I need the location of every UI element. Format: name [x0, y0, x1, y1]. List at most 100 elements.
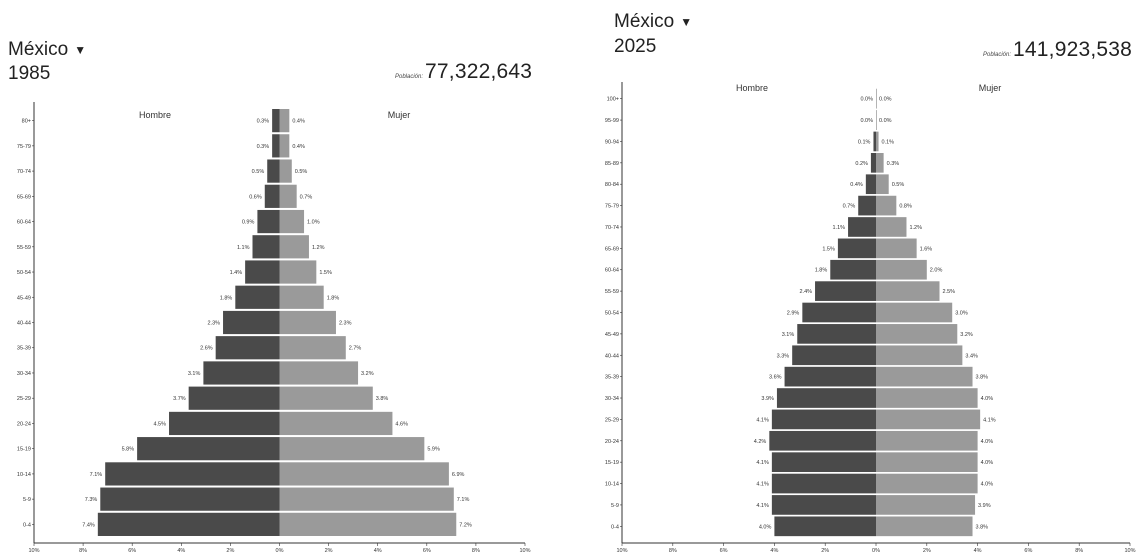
age-tick-label: 30-34 [17, 371, 31, 377]
bar-mujer [876, 259, 927, 280]
age-tick-label: 90-94 [605, 139, 619, 145]
bar-mujer [279, 184, 297, 208]
bar-mujer [876, 495, 976, 515]
value-label-mujer: 1.0% [307, 220, 320, 226]
age-tick-label: 55-59 [605, 289, 619, 295]
age-tick-label: 45-49 [17, 295, 31, 301]
age-tick-label: 75-79 [605, 204, 619, 210]
x-tick-label: 8% [669, 548, 677, 554]
bar-hombre [797, 324, 876, 344]
bar-mujer [279, 310, 336, 335]
age-tick-label: 55-59 [17, 245, 31, 251]
age-tick-label: 35-39 [17, 346, 31, 352]
bar-hombre [774, 516, 876, 537]
bar-hombre [837, 238, 876, 259]
bar-mujer [876, 302, 953, 323]
value-label-hombre: 0.2% [855, 161, 868, 167]
bar-hombre [802, 302, 876, 323]
bar-mujer [279, 512, 457, 536]
population-label: Población: [395, 74, 424, 80]
bar-mujer [876, 452, 978, 473]
age-tick-label: 30-34 [605, 396, 619, 402]
value-label-mujer: 3.2% [361, 371, 374, 377]
bar-mujer [876, 88, 877, 109]
bar-hombre [252, 235, 280, 259]
value-label-mujer: 1.8% [327, 295, 340, 301]
x-tick-label: 4% [177, 548, 185, 554]
bar-hombre [873, 131, 876, 152]
x-tick-label: 4% [974, 548, 982, 554]
value-label-hombre: 5.8% [122, 447, 135, 453]
age-tick-label: 100+ [607, 97, 619, 103]
bar-mujer [876, 110, 877, 130]
bar-mujer [279, 285, 324, 309]
bar-mujer [876, 195, 897, 216]
bar-mujer [279, 260, 317, 284]
value-label-mujer: 2.7% [349, 346, 362, 352]
value-label-hombre: 3.7% [173, 396, 186, 402]
value-label-mujer: 0.0% [879, 97, 892, 103]
caret-down-icon: ▼ [74, 43, 87, 57]
x-tick-label: 0% [872, 548, 880, 554]
value-label-mujer: 2.5% [943, 289, 956, 295]
hombre-label: Hombre [736, 83, 768, 93]
mujer-label: Mujer [979, 83, 1002, 93]
population-value: 77,322,643 [425, 60, 533, 83]
bar-mujer [876, 409, 981, 430]
value-label-hombre: 0.5% [252, 169, 265, 175]
pyramid-panel-1985: México ▼ 1985 Población: 77,322,643 Homb… [0, 0, 560, 559]
value-label-mujer: 4.0% [981, 396, 994, 402]
x-tick-label: 6% [128, 548, 136, 554]
value-label-mujer: 0.8% [899, 204, 912, 210]
x-tick-label: 2% [821, 548, 829, 554]
bar-hombre [223, 310, 280, 335]
bar-hombre [272, 134, 280, 158]
value-label-mujer: 3.9% [978, 503, 991, 509]
bar-hombre [245, 260, 280, 284]
value-label-mujer: 0.4% [292, 144, 305, 150]
bar-hombre [105, 462, 280, 486]
age-tick-label: 5-9 [611, 503, 619, 509]
x-tick-label: 10% [519, 548, 530, 554]
bar-hombre [100, 487, 280, 511]
value-label-mujer: 7.2% [459, 522, 472, 528]
country-dropdown[interactable]: México ▼ [8, 39, 86, 61]
x-tick-label: 6% [1024, 548, 1032, 554]
country-dropdown[interactable]: México ▼ [614, 11, 692, 33]
value-label-mujer: 0.0% [879, 118, 892, 124]
value-label-mujer: 0.1% [882, 139, 895, 145]
value-label-hombre: 2.4% [799, 289, 812, 295]
bar-hombre [272, 109, 280, 133]
value-label-mujer: 2.0% [930, 268, 943, 274]
x-tick-label: 6% [720, 548, 728, 554]
value-label-mujer: 3.2% [960, 332, 973, 338]
value-label-hombre: 4.1% [756, 417, 769, 423]
value-label-hombre: 2.9% [787, 311, 800, 317]
bar-mujer [876, 281, 940, 301]
population-label: Población: [983, 52, 1012, 58]
bar-hombre [792, 345, 876, 366]
age-tick-label: 10-14 [17, 472, 31, 478]
value-label-mujer: 0.5% [892, 182, 905, 188]
bar-hombre [830, 259, 876, 280]
hombre-label: Hombre [139, 110, 171, 120]
value-label-hombre: 3.3% [777, 353, 790, 359]
bar-mujer [876, 388, 978, 408]
value-label-mujer: 0.5% [295, 169, 308, 175]
age-tick-label: 85-89 [605, 161, 619, 167]
value-label-mujer: 7.1% [457, 497, 470, 503]
value-label-mujer: 0.4% [292, 119, 305, 125]
year-label: 1985 [8, 63, 51, 84]
x-tick-label: 8% [472, 548, 480, 554]
population-pyramid-chart: Hombre Mujer 4.0% 3.8% 0-4 4.1% 3.9% 5-9 4.1% 4.0… [605, 82, 1136, 554]
age-tick-label: 65-69 [17, 194, 31, 200]
bar-mujer [279, 209, 305, 234]
age-tick-label: 20-24 [605, 439, 619, 445]
bar-hombre [235, 285, 280, 309]
age-tick-label: 15-19 [17, 447, 31, 453]
bar-mujer [279, 437, 425, 461]
x-tick-label: 6% [423, 548, 431, 554]
bar-mujer [279, 159, 292, 183]
value-label-hombre: 3.1% [188, 371, 201, 377]
x-tick-label: 10% [28, 548, 39, 554]
